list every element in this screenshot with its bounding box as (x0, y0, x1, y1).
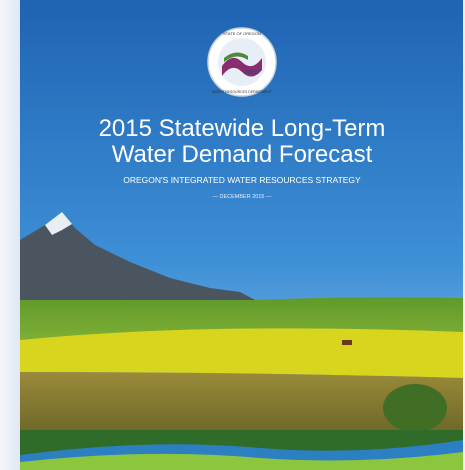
title-line: Water Demand Forecast (112, 141, 373, 168)
logo-bottom: WATER RESOURCES DEPARTMENT (212, 90, 273, 94)
title-line: 2015 Statewide Long-Term (99, 115, 386, 142)
cover: STATE OF OREGON WATER RESOURCES DEPARTME… (0, 0, 465, 470)
subtitle: OREGON'S INTEGRATED WATER RESOURCES STRA… (123, 175, 361, 185)
logo-top: STATE OF OREGON (223, 31, 261, 36)
logo-badge: WRD (245, 70, 260, 76)
barn (342, 340, 352, 345)
tree (383, 384, 447, 432)
page: {"cover": { "logo": {"top": "STATE OF OR… (0, 0, 465, 470)
margin (0, 0, 20, 470)
date: — DECEMBER 2015 — (213, 194, 272, 200)
yellow-field (20, 328, 463, 378)
